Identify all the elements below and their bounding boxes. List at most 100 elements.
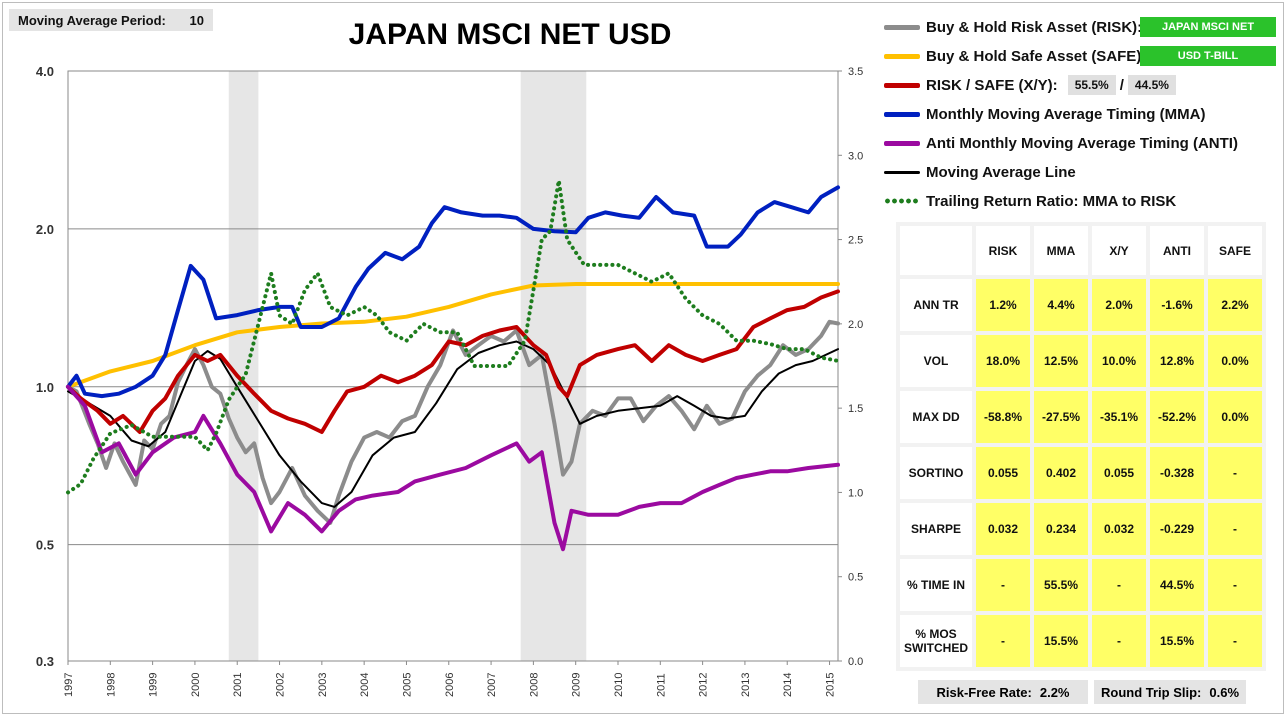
xy-safe-pct: 44.5% <box>1127 75 1176 95</box>
legend-mma-label: Monthly Moving Average Timing (MMA) <box>926 105 1206 123</box>
y-left-tick-label: 0.3 <box>36 654 54 669</box>
y-left-tick-label: 0.5 <box>36 538 54 553</box>
stats-cell: 2.0% <box>1092 279 1146 331</box>
x-tick-label: 2015 <box>825 673 837 697</box>
legend-xy-label: RISK / SAFE (X/Y): <box>926 76 1058 94</box>
series-xy-line <box>66 289 840 434</box>
y-left-tick-label: 2.0 <box>36 222 54 237</box>
legend-ratio: Trailing Return Ratio: MMA to RISK <box>884 190 1176 212</box>
y-right-tick-label: 1.0 <box>848 487 863 499</box>
x-tick-label: 1997 <box>63 673 75 697</box>
xy-risk-pct: 55.5% <box>1067 75 1116 95</box>
stats-row: SHARPE 0.032 0.234 0.032 -0.229 - <box>900 503 1262 555</box>
x-tick-label: 2012 <box>698 673 710 697</box>
stats-cell: 15.5% <box>1150 615 1204 667</box>
stats-cell: -52.2% <box>1150 391 1204 443</box>
rf-label: Risk-Free Rate: <box>936 684 1032 700</box>
stats-cell: - <box>976 559 1030 611</box>
round-trip-slip: Round Trip Slip: 0.6% <box>1094 680 1246 704</box>
stats-cell: 0.055 <box>976 447 1030 499</box>
y-right-tick-label: 2.5 <box>848 235 863 247</box>
y-right-tick-label: 2.0 <box>848 319 863 331</box>
safe-asset-box: USD T-BILL <box>1140 46 1276 66</box>
stats-row: VOL 18.0% 12.5% 10.0% 12.8% 0.0% <box>900 335 1262 387</box>
stats-cell: 1.2% <box>976 279 1030 331</box>
plot-area <box>67 70 839 662</box>
stats-cell: -35.1% <box>1092 391 1146 443</box>
x-tick-label: 2011 <box>655 673 667 697</box>
x-tick-label: 2010 <box>613 673 625 697</box>
legend-anti-label: Anti Monthly Moving Average Timing (ANTI… <box>926 134 1238 152</box>
stats-cell: -27.5% <box>1034 391 1088 443</box>
legend-ma: Moving Average Line <box>884 161 1076 183</box>
legend-risk-swatch <box>884 24 920 30</box>
x-tick-label: 1998 <box>105 673 117 697</box>
stats-cell: - <box>1208 615 1262 667</box>
stats-row: % MOS SWITCHED - 15.5% - 15.5% - <box>900 615 1262 667</box>
stats-cell: 44.5% <box>1150 559 1204 611</box>
legend-anti-swatch <box>884 140 920 146</box>
x-tick-label: 2000 <box>190 673 202 697</box>
legend-safe: Buy & Hold Safe Asset (SAFE): <box>884 45 1146 67</box>
stats-row-label: SORTINO <box>900 447 972 499</box>
xy-separator: / <box>1119 76 1124 94</box>
stats-row: SORTINO 0.055 0.402 0.055 -0.328 - <box>900 447 1262 499</box>
recession-band <box>228 71 259 661</box>
series-mma-line <box>66 185 840 399</box>
legend-safe-swatch <box>884 53 920 59</box>
y-right-tick-label: 0.0 <box>848 656 863 668</box>
y-right-tick-label: 3.0 <box>848 150 863 162</box>
stats-cell: - <box>1208 559 1262 611</box>
x-tick-label: 2001 <box>232 673 244 697</box>
stats-cell: 0.402 <box>1034 447 1088 499</box>
stats-col-header: X/Y <box>1092 226 1146 275</box>
stats-row: % TIME IN - 55.5% - 44.5% - <box>900 559 1262 611</box>
x-tick-label: 2007 <box>486 673 498 697</box>
x-tick-label: 2005 <box>401 673 413 697</box>
period-label: Moving Average Period: <box>18 12 166 28</box>
series-anti-line <box>66 384 840 552</box>
y-left-tick-label: 4.0 <box>36 64 54 79</box>
x-tick-label: 2002 <box>275 673 287 697</box>
period-value: 10 <box>189 12 204 28</box>
y-left-tick-label: 1.0 <box>36 380 54 395</box>
stats-cell: 4.4% <box>1034 279 1088 331</box>
stats-cell: - <box>1092 615 1146 667</box>
series-ma-line <box>67 340 839 508</box>
recession-band <box>520 71 587 661</box>
series-safe-line <box>66 282 840 389</box>
chart-plot: 4.0 2.0 1.0 0.5 0.3 3.5 3.0 2.5 2.0 1.5 1.0 0.5 0.0 1… <box>36 64 863 697</box>
stats-cell: 18.0% <box>976 335 1030 387</box>
stats-col-header: ANTI <box>1150 226 1204 275</box>
stats-cell: -0.328 <box>1150 447 1204 499</box>
legend-safe-label: Buy & Hold Safe Asset (SAFE): <box>926 47 1147 65</box>
risk-asset-box: JAPAN MSCI NET <box>1140 17 1276 37</box>
stats-cell: 0.032 <box>1092 503 1146 555</box>
stats-cell: 0.0% <box>1208 335 1262 387</box>
legend-risk: Buy & Hold Risk Asset (RISK): <box>884 16 1142 38</box>
stats-col-header: MMA <box>1034 226 1088 275</box>
series-ratio-line <box>66 178 840 495</box>
stats-cell: 15.5% <box>1034 615 1088 667</box>
x-tick-label: 2004 <box>359 673 371 697</box>
stats-row-label: ANN TR <box>900 279 972 331</box>
stats-row: ANN TR 1.2% 4.4% 2.0% -1.6% 2.2% <box>900 279 1262 331</box>
x-tick-label: 2003 <box>317 673 329 697</box>
stats-cell: 0.234 <box>1034 503 1088 555</box>
stats-row: MAX DD -58.8% -27.5% -35.1% -52.2% 0.0% <box>900 391 1262 443</box>
stats-cell: - <box>1092 559 1146 611</box>
stats-cell: 0.032 <box>976 503 1030 555</box>
rf-value: 2.2% <box>1039 684 1070 700</box>
stats-cell: 2.2% <box>1208 279 1262 331</box>
x-tick-label: 1999 <box>148 673 160 697</box>
chart-title: JAPAN MSCI NET USD <box>348 18 672 51</box>
stats-cell: 12.5% <box>1034 335 1088 387</box>
legend-ratio-swatch <box>884 198 920 204</box>
y-right-tick-label: 1.5 <box>848 403 863 415</box>
stats-cell: 55.5% <box>1034 559 1088 611</box>
stats-row-label: % MOS SWITCHED <box>900 615 972 667</box>
slip-label: Round Trip Slip: <box>1100 684 1202 700</box>
stats-header-row: RISK MMA X/Y ANTI SAFE <box>900 226 1262 275</box>
risk-free-rate: Risk-Free Rate: 2.2% <box>918 680 1088 704</box>
